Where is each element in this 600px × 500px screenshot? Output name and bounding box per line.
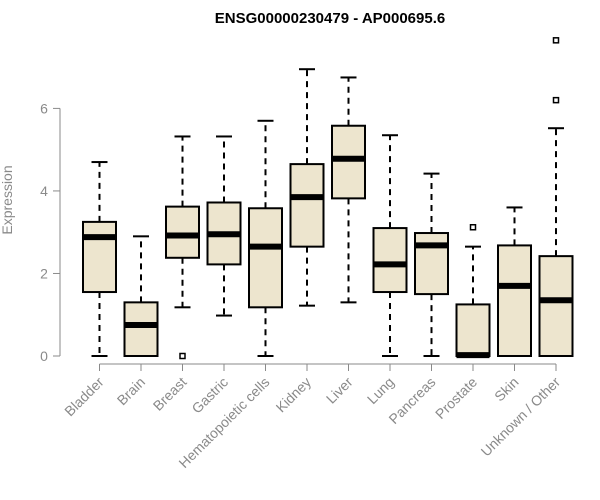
box-prostate: [455, 224, 491, 359]
box-bladder: [82, 161, 117, 357]
box-breast: [165, 135, 200, 360]
iqr-box: [123, 301, 159, 357]
outlier-point: [469, 224, 477, 231]
box-lung: [372, 134, 408, 357]
box-liver: [331, 76, 366, 304]
iqr-box: [455, 303, 491, 358]
y-tick-label: 0: [40, 348, 48, 364]
boxes-group: [82, 37, 574, 360]
x-tick-label: Breast: [150, 374, 190, 414]
iqr-box: [82, 220, 117, 294]
outlier-point: [552, 37, 560, 44]
y-axis: 0 2 4 6: [40, 100, 61, 364]
x-tick-label: Unknown / Other: [478, 374, 564, 460]
iqr-box: [538, 255, 574, 358]
outlier-point: [552, 96, 560, 104]
y-tick-label: 4: [40, 183, 48, 199]
x-tick-label: Kidney: [273, 374, 315, 416]
x-tick-label: Brain: [114, 374, 148, 408]
x-tick-label: Liver: [323, 374, 356, 407]
iqr-box: [497, 244, 532, 357]
outlier-point: [179, 352, 186, 360]
box-unknown-other: [538, 37, 574, 358]
iqr-box: [331, 124, 366, 200]
box-brain: [123, 235, 159, 357]
x-tick-label: Skin: [491, 374, 522, 405]
x-tick-label: Prostate: [432, 374, 480, 422]
iqr-box: [372, 227, 408, 294]
iqr-box: [289, 163, 325, 248]
box-kidney: [289, 68, 325, 307]
x-tick-label: Bladder: [61, 374, 107, 420]
y-axis-label: Expression: [0, 165, 15, 234]
iqr-box: [414, 232, 449, 296]
box-hematopoietic-cells: [248, 119, 283, 357]
iqr-box: [165, 205, 200, 259]
box-gastric: [206, 135, 242, 317]
x-tick-label: Lung: [364, 374, 397, 407]
box-pancreas: [414, 172, 449, 357]
iqr-box: [248, 207, 283, 309]
box-skin: [497, 206, 532, 357]
chart-title: ENSG00000230479 - AP000695.6: [215, 10, 445, 27]
y-tick-label: 6: [40, 100, 48, 116]
y-tick-label: 2: [40, 265, 48, 281]
